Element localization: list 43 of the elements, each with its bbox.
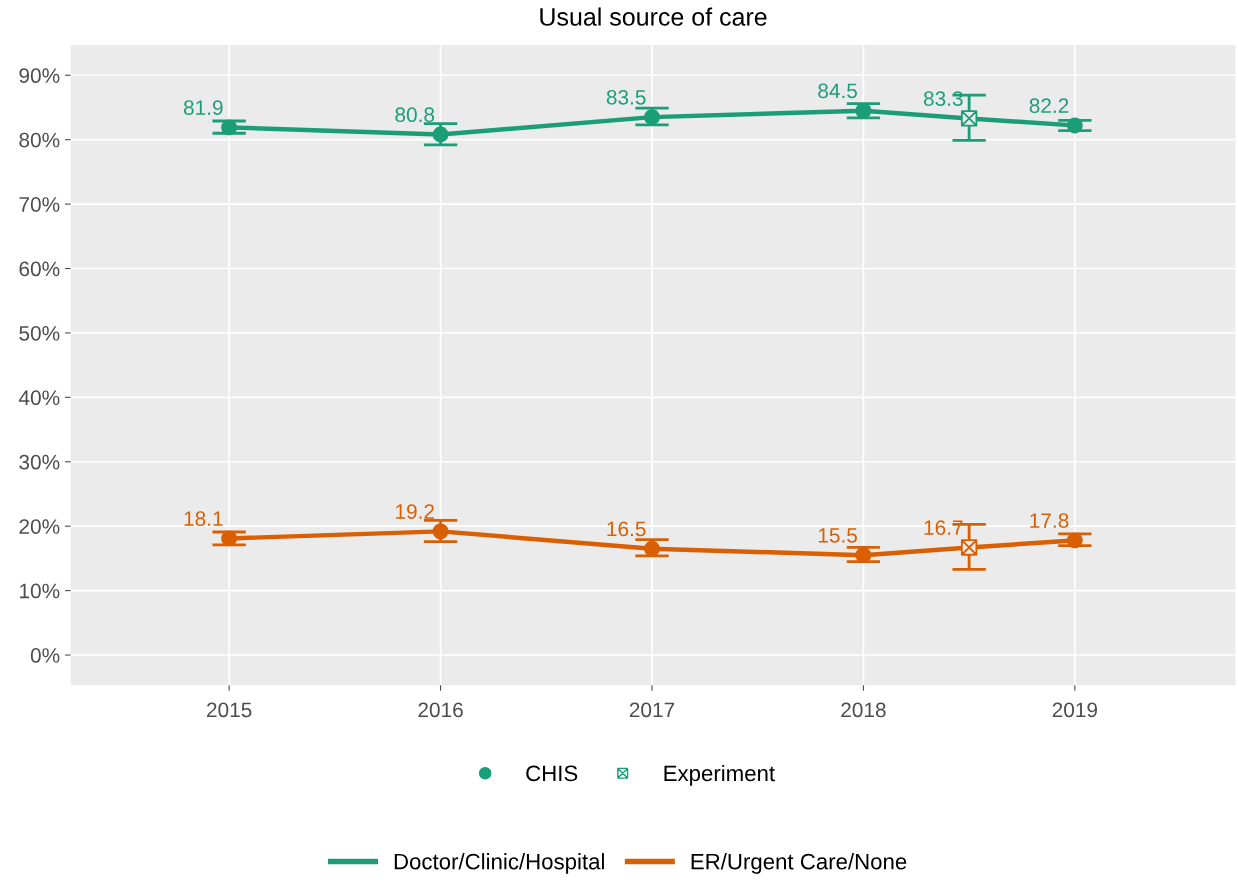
data-label: 83.5 xyxy=(606,89,646,105)
y-tick-label: 30% xyxy=(19,454,60,470)
data-label: 17.8 xyxy=(1030,513,1069,528)
chart-title: Usual source of care xyxy=(540,7,767,26)
legend-label: Experiment xyxy=(664,764,775,786)
point xyxy=(644,109,660,126)
x-tick-label: 2019 xyxy=(1052,702,1098,718)
x-tick-label: 2015 xyxy=(207,702,252,718)
y-tick-label: 80% xyxy=(19,132,60,148)
y-tick-label: 60% xyxy=(19,261,60,277)
x-tick-label: 2016 xyxy=(418,702,463,718)
point xyxy=(960,539,978,556)
y-tick-label: 90% xyxy=(19,68,60,84)
point xyxy=(960,110,978,127)
data-label: 81.9 xyxy=(183,100,223,115)
point xyxy=(221,119,238,136)
point xyxy=(221,530,238,547)
data-label: 80.8 xyxy=(395,107,435,123)
x-tick-label: 2017 xyxy=(629,702,675,718)
y-tick-label: 40% xyxy=(18,390,60,406)
data-label: 82.2 xyxy=(1029,98,1069,114)
point xyxy=(432,523,449,540)
data-label: 16.5 xyxy=(607,521,646,537)
point xyxy=(1066,117,1083,134)
y-tick-label: 20% xyxy=(19,519,60,534)
legend-label: Doctor/Clinic/Hospital xyxy=(394,853,604,874)
data-label: 16.7 xyxy=(924,520,963,535)
point xyxy=(855,102,872,119)
y-tick-label: 10% xyxy=(20,583,60,599)
data-label: 83.3 xyxy=(923,91,963,106)
data-label: 18.1 xyxy=(184,511,223,526)
legend-label: CHIS xyxy=(526,765,578,782)
y-tick-label: 0% xyxy=(30,648,60,663)
y-tick-label: 70% xyxy=(19,197,60,212)
data-label: 15.5 xyxy=(818,528,857,543)
point xyxy=(432,126,449,143)
data-label: 84.5 xyxy=(818,83,857,99)
y-tick-label: 50% xyxy=(19,325,60,341)
x-tick-label: 2018 xyxy=(841,702,886,718)
point xyxy=(1066,532,1083,549)
legend-label: ER/Urgent Care/None xyxy=(691,853,907,874)
data-label: 19.2 xyxy=(396,504,434,519)
point xyxy=(644,540,660,557)
